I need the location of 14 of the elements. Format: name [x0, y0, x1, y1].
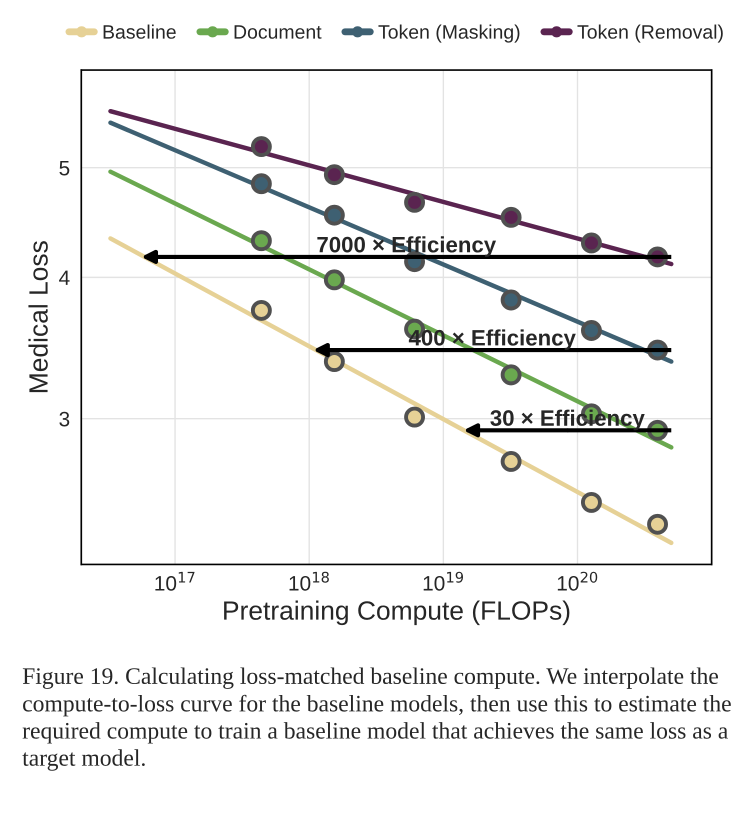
x-axis-title: Pretraining Compute (FLOPs) [224, 600, 570, 626]
y-tick-label: 3 [59, 412, 70, 426]
y-axis-title: Medical Loss [28, 241, 48, 392]
caption: Figure 19. Calculating loss-matched baseline compute. We interpolate the compute-to-loss curve for the baseline models, then use this to estimate the required compute to train a baseline model that achieves the same loss as a target model. [22, 667, 731, 771]
y-tick-label: 5 [59, 160, 70, 176]
legend-label: Baseline [104, 24, 176, 39]
legend-label: Token (Masking) [378, 24, 520, 43]
x-tick-label: 10$^{20}$ [558, 572, 598, 591]
x-tick-label: 10$^{18}$ [290, 572, 329, 591]
legend-label: Document [234, 25, 322, 39]
x-tick-label: 10$^{17}$ [155, 572, 194, 591]
x-tick-label: 10$^{19}$ [424, 572, 464, 591]
legend-label: Token (Removal) [577, 24, 723, 43]
y-tick-label: 4 [59, 270, 70, 285]
